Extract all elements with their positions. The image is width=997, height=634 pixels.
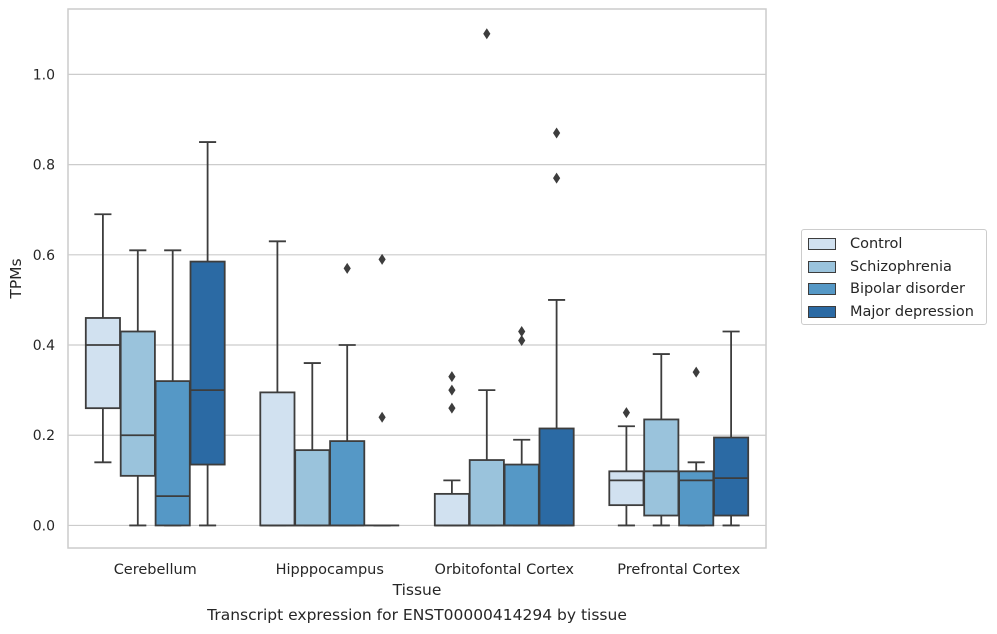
y-tick-label: 1.0 bbox=[33, 67, 55, 83]
legend-label: Major depression bbox=[850, 303, 974, 320]
y-tick-label: 0.2 bbox=[33, 428, 55, 444]
box bbox=[433, 492, 470, 527]
y-tick-label: 0.4 bbox=[33, 338, 55, 354]
outlier-point bbox=[622, 407, 630, 419]
box bbox=[678, 470, 715, 527]
box bbox=[154, 380, 191, 527]
legend-swatch bbox=[808, 238, 836, 251]
legend-swatch bbox=[808, 260, 836, 273]
x-tick-label: Orbitofontal Cortex bbox=[435, 562, 575, 578]
box bbox=[468, 459, 505, 527]
legend-swatch bbox=[808, 305, 836, 318]
outlier-point bbox=[483, 28, 491, 40]
x-tick-label: Cerebellum bbox=[114, 562, 197, 578]
outlier-point bbox=[378, 411, 386, 423]
box bbox=[608, 470, 645, 507]
box bbox=[713, 436, 750, 517]
legend-item: Major depression bbox=[808, 301, 986, 324]
box bbox=[189, 260, 226, 466]
x-tick-label: Hipppocampus bbox=[276, 562, 384, 578]
chart-caption: Transcript expression for ENST0000041429… bbox=[207, 606, 627, 624]
y-tick-label: 0.0 bbox=[33, 518, 55, 534]
legend-item: Schizophrenia bbox=[808, 256, 986, 279]
outlier-point bbox=[518, 335, 526, 347]
legend-swatch bbox=[808, 283, 836, 296]
outlier-point bbox=[343, 262, 351, 274]
outlier-point bbox=[448, 371, 456, 383]
x-tick-label: Prefrontal Cortex bbox=[617, 562, 740, 578]
legend-label: Control bbox=[850, 236, 903, 253]
box bbox=[119, 330, 156, 477]
y-axis-label: TPMs bbox=[7, 258, 25, 299]
box bbox=[259, 391, 296, 527]
legend: Control Schizophrenia Bipolar disorder Majo… bbox=[801, 229, 987, 325]
box bbox=[84, 317, 121, 410]
box bbox=[538, 427, 575, 527]
plot-frame bbox=[67, 8, 767, 549]
outlier-point bbox=[378, 253, 386, 265]
outlier-point bbox=[448, 402, 456, 414]
legend-item: Control bbox=[808, 233, 986, 256]
outlier-point bbox=[553, 127, 561, 139]
box bbox=[329, 440, 366, 527]
legend-item: Bipolar disorder bbox=[808, 278, 986, 301]
x-axis-label: Tissue bbox=[392, 581, 442, 599]
box bbox=[503, 463, 540, 527]
outlier-point bbox=[553, 172, 561, 184]
outlier-point bbox=[448, 384, 456, 396]
outlier-point bbox=[692, 366, 700, 378]
box bbox=[643, 418, 680, 517]
y-tick-label: 0.6 bbox=[33, 248, 55, 264]
box bbox=[294, 449, 331, 527]
y-tick-label: 0.8 bbox=[33, 158, 55, 174]
legend-label: Bipolar disorder bbox=[850, 281, 965, 298]
outlier-point bbox=[518, 325, 526, 337]
legend-label: Schizophrenia bbox=[850, 258, 952, 275]
